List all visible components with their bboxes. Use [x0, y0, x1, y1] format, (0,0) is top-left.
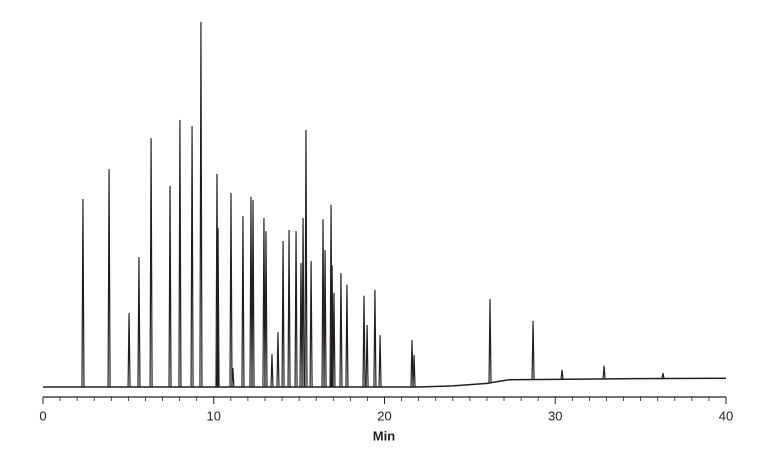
peak: [81, 199, 85, 388]
peak: [229, 192, 233, 388]
peak: [276, 332, 280, 388]
peak: [262, 218, 266, 388]
peak: [373, 289, 377, 388]
x-tick-label: 20: [377, 408, 391, 423]
peak: [410, 339, 414, 388]
peak: [178, 119, 182, 388]
peak: [365, 324, 369, 388]
peak: [339, 273, 343, 388]
peak: [216, 227, 220, 388]
peak: [321, 219, 325, 388]
x-axis-label: Min: [373, 428, 395, 443]
peak: [332, 292, 336, 388]
x-tick-label: 30: [548, 408, 562, 423]
peak: [287, 230, 291, 388]
peak: [488, 299, 492, 383]
peak: [309, 261, 313, 388]
peak: [270, 354, 274, 388]
peak: [251, 200, 255, 388]
x-tick-label: 10: [207, 408, 221, 423]
baseline: [43, 377, 727, 388]
peak: [304, 130, 308, 388]
peak: [294, 231, 298, 388]
peak: [412, 354, 416, 388]
peak: [531, 320, 535, 380]
peak: [345, 284, 349, 388]
peak: [107, 169, 111, 388]
peak: [168, 185, 172, 388]
peak: [149, 138, 153, 388]
peak: [661, 373, 665, 379]
peak: [127, 312, 131, 388]
peak: [301, 218, 305, 388]
x-tick-label: 40: [719, 408, 733, 423]
peak: [323, 250, 327, 388]
peak: [231, 367, 235, 388]
x-tick-label: 0: [39, 408, 46, 423]
peak: [241, 216, 245, 388]
peak: [281, 240, 285, 388]
peak: [560, 369, 564, 380]
peak: [362, 295, 366, 388]
peak: [264, 231, 268, 388]
peak: [137, 257, 141, 388]
peak: [190, 126, 194, 388]
peak: [249, 196, 253, 388]
peak: [330, 265, 334, 388]
peak: [199, 21, 203, 388]
peak: [602, 365, 606, 379]
peak: [378, 335, 382, 388]
peak: [299, 262, 303, 388]
